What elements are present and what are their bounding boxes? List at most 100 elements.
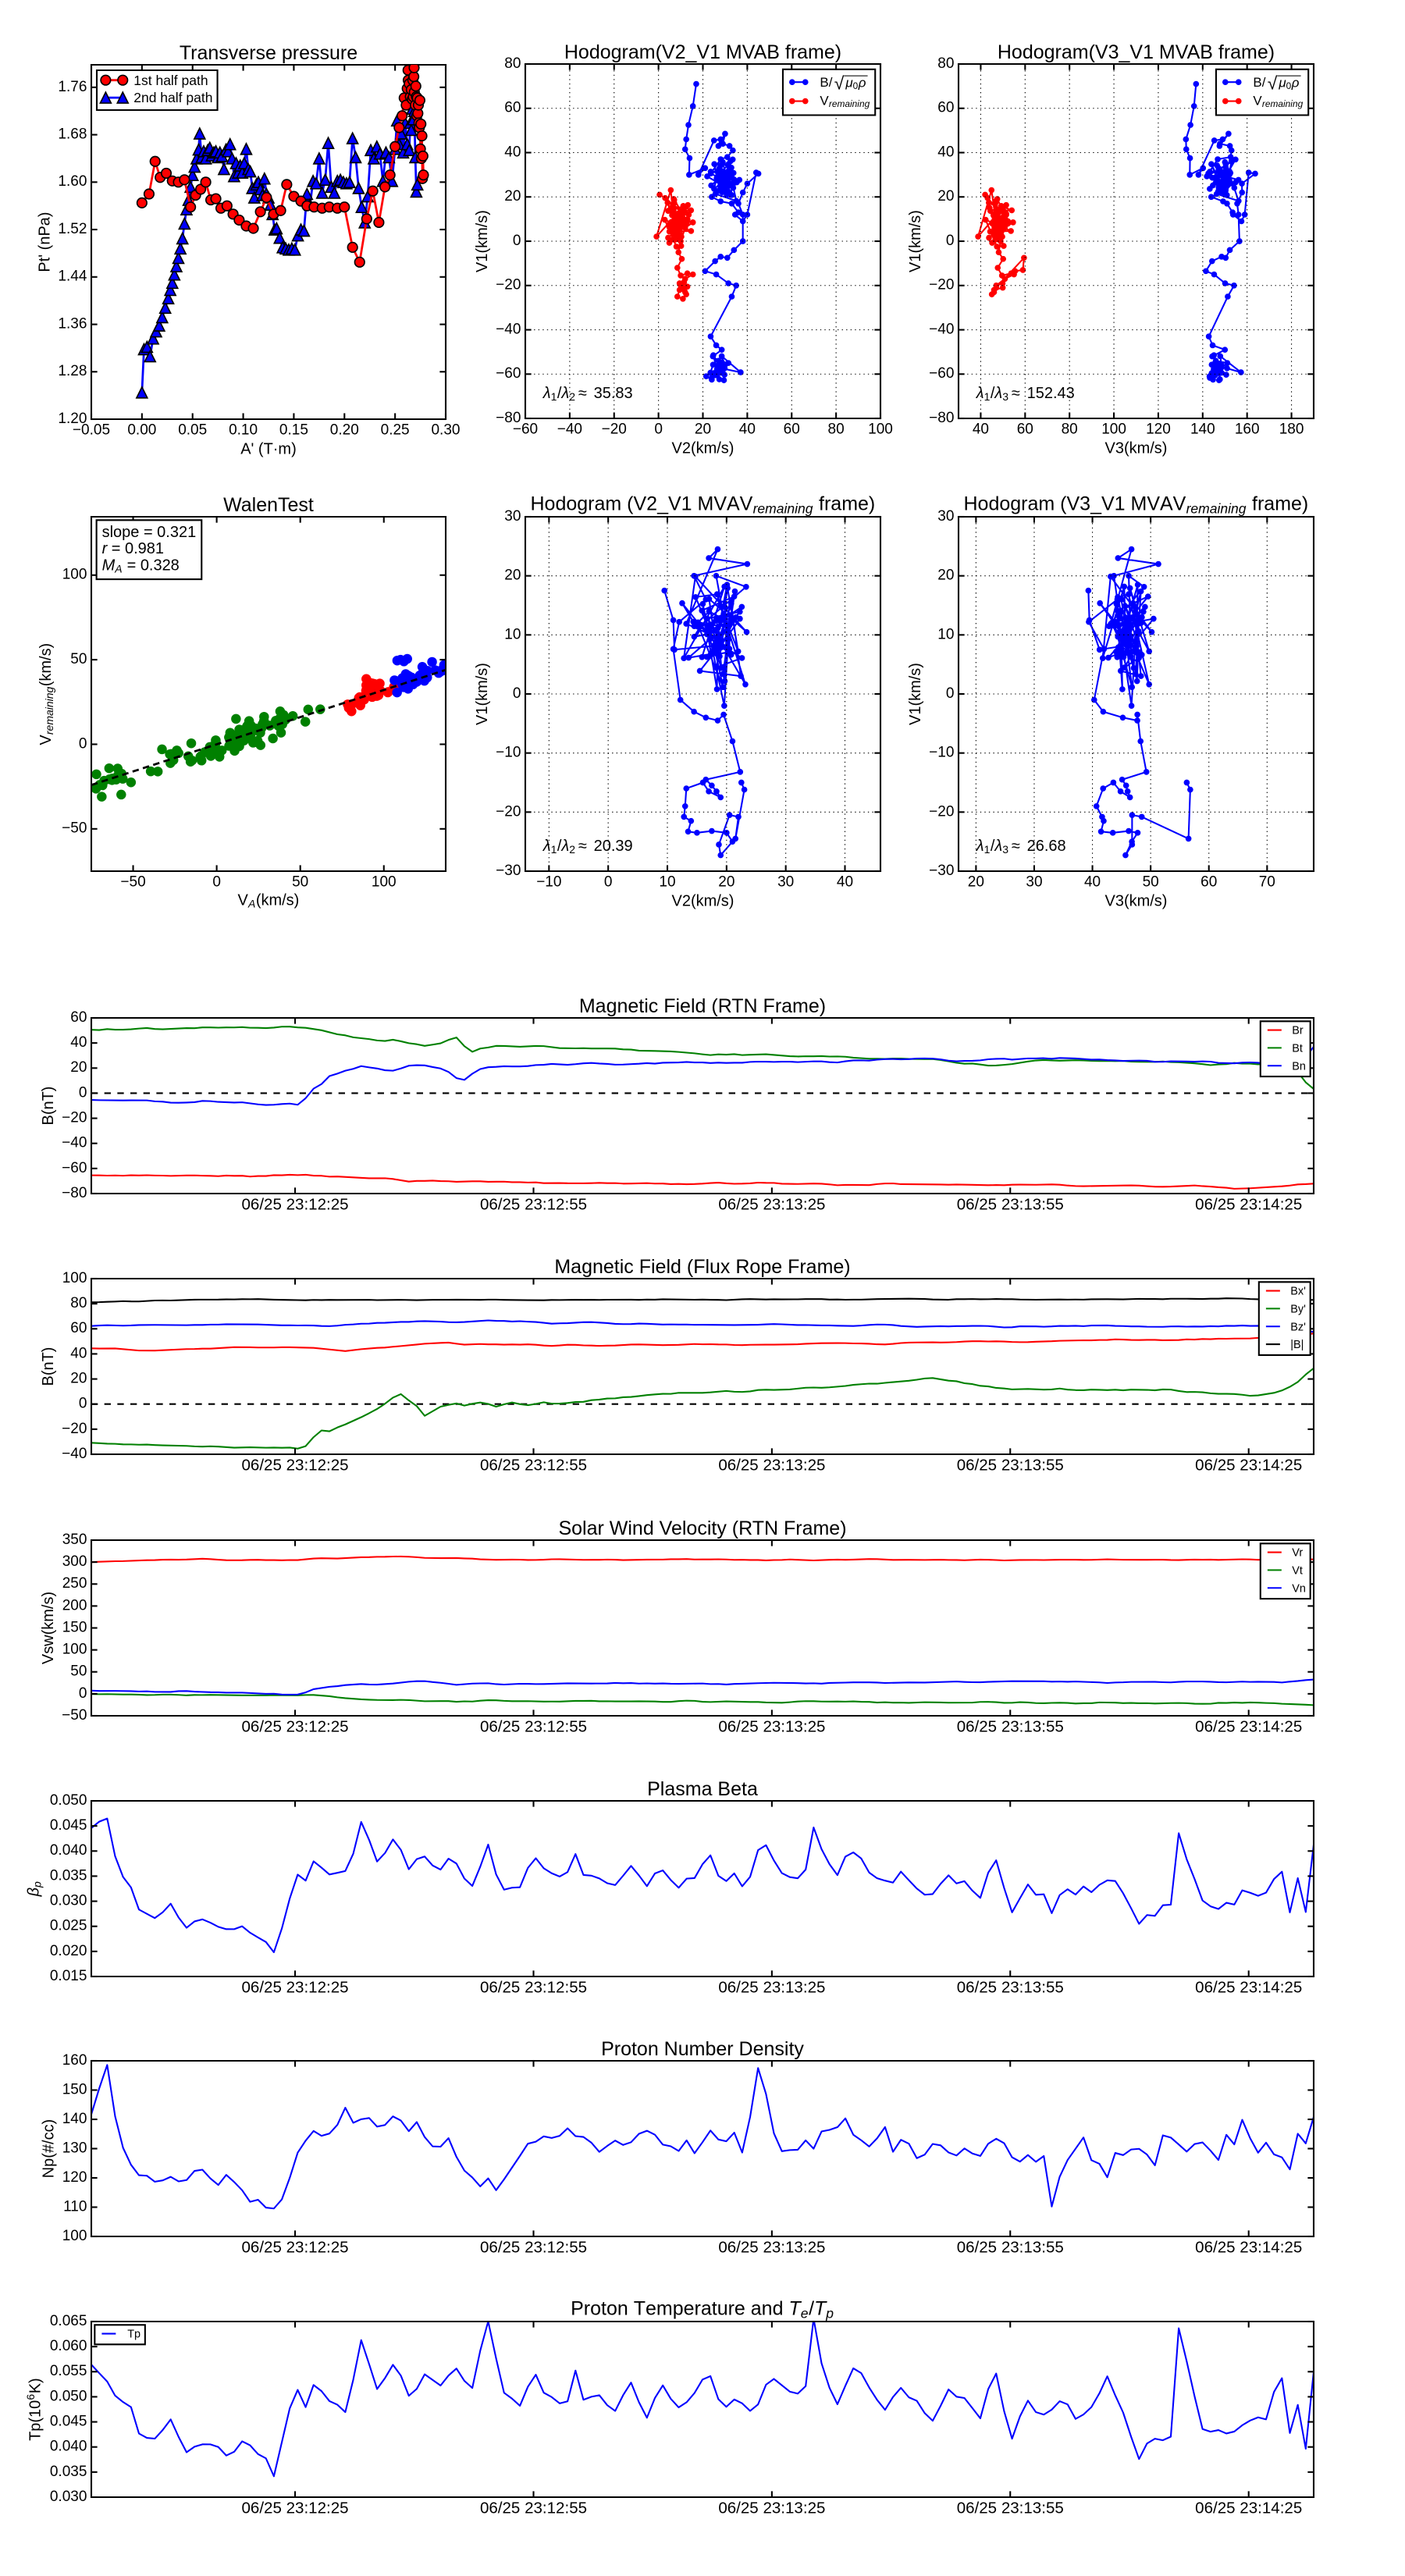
svg-text:06/25 23:12:25: 06/25 23:12:25 bbox=[241, 1195, 348, 1213]
svg-text:B(nT): B(nT) bbox=[40, 1087, 57, 1126]
svg-text:Solar Wind Velocity (RTN Frame: Solar Wind Velocity (RTN Frame) bbox=[558, 1517, 846, 1539]
svg-text:06/25 23:14:25: 06/25 23:14:25 bbox=[1195, 2499, 1302, 2517]
svg-text:0.035: 0.035 bbox=[50, 2464, 87, 2480]
svg-text:V3(km/s): V3(km/s) bbox=[1105, 893, 1168, 910]
svg-text:40: 40 bbox=[937, 144, 954, 160]
svg-text:06/25 23:12:25: 06/25 23:12:25 bbox=[241, 2499, 348, 2517]
svg-text:1.52: 1.52 bbox=[58, 221, 87, 237]
svg-text:H o d o: H o d o g r a m ( V 2 _ V 1 M V A V f r … bbox=[531, 493, 880, 518]
svg-text:0.20: 0.20 bbox=[330, 422, 359, 438]
svg-text:λ λ 1 3: λ λ 1 3 / ≈ 2 6 . 6 8 bbox=[976, 835, 1066, 857]
svg-text:40: 40 bbox=[1084, 873, 1101, 890]
svg-text:160: 160 bbox=[62, 2052, 87, 2069]
svg-text:0: 0 bbox=[604, 873, 613, 890]
svg-text:−60: −60 bbox=[513, 421, 538, 437]
svg-text:λ λ 1 2: λ λ 1 2 / ≈ 3 5 . 8 3 bbox=[542, 382, 633, 404]
svg-text:40: 40 bbox=[504, 144, 521, 160]
svg-text:1.76: 1.76 bbox=[58, 79, 87, 95]
svg-text:150: 150 bbox=[62, 2081, 87, 2097]
svg-text:−40: −40 bbox=[62, 1135, 87, 1151]
svg-text:1.44: 1.44 bbox=[58, 269, 87, 285]
svg-text:10: 10 bbox=[659, 873, 675, 890]
svg-text:Bx': Bx' bbox=[1290, 1286, 1306, 1298]
svg-text:M A =: M A = 0 . 3 2 8 bbox=[102, 555, 180, 577]
svg-text:06/25 23:14:25: 06/25 23:14:25 bbox=[1195, 2238, 1302, 2256]
svg-text:100: 100 bbox=[62, 1270, 87, 1286]
svg-text:−80: −80 bbox=[929, 410, 954, 426]
svg-text:Magnetic Field (RTN Frame): Magnetic Field (RTN Frame) bbox=[579, 995, 826, 1017]
svg-text:50: 50 bbox=[292, 873, 308, 890]
svg-text:V1(km/s): V1(km/s) bbox=[474, 663, 491, 725]
svg-text:60: 60 bbox=[937, 100, 954, 116]
svg-text:Bz': Bz' bbox=[1290, 1321, 1306, 1333]
svg-text:06/25 23:13:25: 06/25 23:13:25 bbox=[718, 1195, 825, 1213]
svg-text:250: 250 bbox=[62, 1575, 87, 1592]
svg-text:50: 50 bbox=[1143, 873, 1159, 890]
svg-text:−10: −10 bbox=[496, 745, 521, 761]
svg-text:−20: −20 bbox=[929, 277, 954, 294]
svg-text:140: 140 bbox=[1190, 421, 1215, 437]
svg-text:06/25 23:12:55: 06/25 23:12:55 bbox=[480, 2238, 587, 2256]
svg-text:T p ( 1: T p ( 1 0 K ) 6 bbox=[24, 2373, 44, 2441]
svg-text:80: 80 bbox=[828, 421, 845, 437]
svg-text:0.040: 0.040 bbox=[50, 2439, 87, 2455]
svg-text:06/25 23:13:25: 06/25 23:13:25 bbox=[718, 2499, 825, 2517]
svg-text:80: 80 bbox=[504, 55, 521, 72]
svg-text:V1(km/s): V1(km/s) bbox=[474, 210, 491, 272]
svg-text:V ( k m: V ( k m / s ) A bbox=[238, 890, 304, 910]
svg-text:100: 100 bbox=[868, 421, 893, 437]
svg-text:20: 20 bbox=[504, 188, 521, 205]
svg-text:100: 100 bbox=[62, 2228, 87, 2244]
svg-text:Np(#/cc): Np(#/cc) bbox=[41, 2119, 58, 2179]
svg-text:−80: −80 bbox=[496, 410, 521, 426]
svg-text:06/25 23:14:25: 06/25 23:14:25 bbox=[1195, 1195, 1302, 1213]
svg-text:0: 0 bbox=[79, 1685, 87, 1702]
svg-text:60: 60 bbox=[504, 100, 521, 116]
svg-text:60: 60 bbox=[784, 421, 800, 437]
svg-text:06/25 23:13:55: 06/25 23:13:55 bbox=[957, 1456, 1064, 1474]
svg-text:130: 130 bbox=[62, 2140, 87, 2156]
svg-text:Hodogram(V2_V1 MVAB frame): Hodogram(V2_V1 MVAB frame) bbox=[564, 41, 841, 63]
svg-text:0.00: 0.00 bbox=[127, 422, 156, 438]
svg-text:20: 20 bbox=[504, 568, 521, 584]
svg-text:0.040: 0.040 bbox=[50, 1842, 87, 1859]
svg-text:06/25 23:13:55: 06/25 23:13:55 bbox=[957, 1717, 1064, 1735]
svg-text:06/25 23:13:25: 06/25 23:13:25 bbox=[718, 1978, 825, 1996]
svg-text:−20: −20 bbox=[62, 1109, 87, 1126]
svg-text:06/25 23:12:55: 06/25 23:12:55 bbox=[480, 2499, 587, 2517]
svg-text:0.30: 0.30 bbox=[431, 422, 460, 438]
svg-text:Vsw(km/s): Vsw(km/s) bbox=[40, 1592, 57, 1664]
svg-text:−20: −20 bbox=[602, 421, 627, 437]
svg-text:80: 80 bbox=[937, 55, 954, 72]
svg-text:By': By' bbox=[1290, 1303, 1306, 1315]
svg-text:0: 0 bbox=[212, 873, 221, 890]
svg-text:40: 40 bbox=[837, 873, 853, 890]
svg-text:20: 20 bbox=[70, 1059, 87, 1076]
svg-text:300: 300 bbox=[62, 1553, 87, 1570]
svg-text:150: 150 bbox=[62, 1619, 87, 1635]
svg-text:60: 60 bbox=[1200, 873, 1217, 890]
svg-text:06/25 23:12:55: 06/25 23:12:55 bbox=[480, 1717, 587, 1735]
svg-text:A' (T·m): A' (T·m) bbox=[240, 441, 297, 458]
svg-text:0.15: 0.15 bbox=[279, 422, 308, 438]
svg-text:0.050: 0.050 bbox=[50, 1792, 87, 1809]
svg-text:200: 200 bbox=[62, 1597, 87, 1614]
svg-text:0: 0 bbox=[79, 1396, 87, 1412]
svg-text:Bn: Bn bbox=[1292, 1060, 1306, 1073]
svg-text:80: 80 bbox=[1062, 421, 1078, 437]
svg-text:20: 20 bbox=[70, 1370, 87, 1386]
svg-text:06/25 23:12:25: 06/25 23:12:25 bbox=[241, 1456, 348, 1474]
svg-text:0.030: 0.030 bbox=[50, 1892, 87, 1909]
svg-text:V r e m: V r e m a i n i n g bbox=[1253, 89, 1303, 111]
svg-text:Proton Number Density: Proton Number Density bbox=[601, 2038, 804, 2060]
svg-text:06/25 23:12:25: 06/25 23:12:25 bbox=[241, 2238, 348, 2256]
svg-text:06/25 23:12:25: 06/25 23:12:25 bbox=[241, 1717, 348, 1735]
svg-text:06/25 23:13:25: 06/25 23:13:25 bbox=[718, 1717, 825, 1735]
svg-text:350: 350 bbox=[62, 1532, 87, 1548]
svg-text:0: 0 bbox=[946, 233, 955, 249]
svg-text:B / √ μ: B / √ μ ρ 0 bbox=[1253, 71, 1304, 93]
svg-text:06/25 23:14:25: 06/25 23:14:25 bbox=[1195, 1456, 1302, 1474]
svg-text:100: 100 bbox=[372, 873, 397, 890]
svg-text:−20: −20 bbox=[496, 803, 521, 820]
svg-text:06/25 23:12:55: 06/25 23:12:55 bbox=[480, 1978, 587, 1996]
